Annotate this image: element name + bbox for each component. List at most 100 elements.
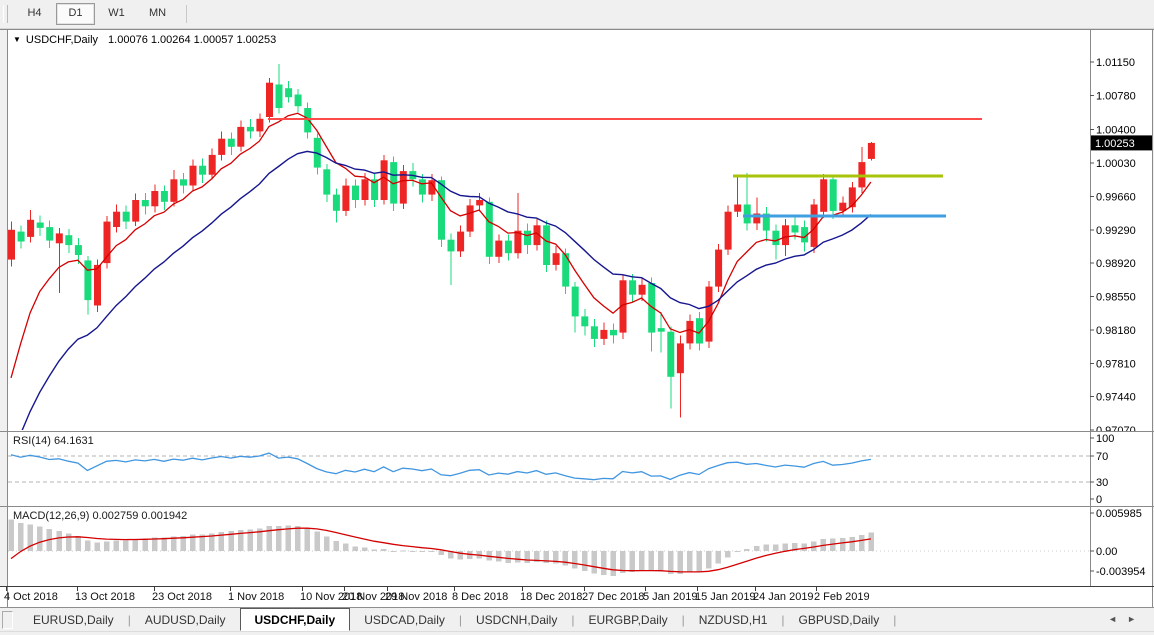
tabbar-notch: [2, 611, 13, 629]
current-price-value: 1.00253: [1095, 138, 1135, 150]
chart-tab-usdchf[interactable]: USDCHF,Daily: [239, 607, 351, 631]
date-label: 8 Dec 2018: [452, 591, 509, 603]
candle: [581, 316, 589, 327]
candle: [237, 126, 245, 147]
chart-tab-eurusd[interactable]: EURUSD,Daily: [33, 613, 114, 627]
candle: [753, 213, 761, 224]
date-tick: [302, 587, 303, 591]
date-axis[interactable]: 4 Oct 2018 13 Oct 2018 23 Oct 2018 1 Nov 20…: [0, 586, 1154, 607]
candle: [332, 194, 340, 211]
candle: [371, 179, 379, 200]
candle: [266, 82, 273, 117]
candle: [27, 219, 35, 237]
candle: [428, 180, 436, 195]
date-tick: [230, 587, 231, 591]
svg-text:1.00400: 1.00400: [1096, 125, 1136, 137]
candle: [839, 202, 847, 211]
svg-text:0.97070: 0.97070: [1096, 425, 1136, 431]
chart-tab-gbpusd[interactable]: GBPUSD,Daily: [798, 613, 880, 627]
svg-text:0.98920: 0.98920: [1096, 258, 1136, 270]
timeframe-button-mn[interactable]: MN: [148, 7, 167, 19]
timeframe-button-d1[interactable]: D1: [56, 3, 95, 25]
candle: [629, 280, 637, 295]
candle: [801, 227, 809, 243]
chart-tab-audusd[interactable]: AUDUSD,Daily: [144, 613, 226, 627]
candle: [514, 230, 522, 254]
candle: [791, 225, 799, 233]
timeframe-button-h4[interactable]: H4: [27, 7, 42, 19]
date-label: 20 Nov 2018: [342, 591, 405, 603]
tab-separator: |: [681, 613, 685, 627]
candle: [84, 260, 92, 301]
candle: [562, 253, 570, 287]
timeframe-button-w1[interactable]: W1: [108, 7, 125, 19]
rsi-label: RSI(14) 64.1631: [13, 435, 94, 447]
candle: [495, 240, 503, 257]
date-tick: [645, 587, 646, 591]
date-label: 1 Nov 2018: [228, 591, 285, 603]
candle: [676, 343, 684, 374]
date-tick: [6, 587, 7, 591]
symbol-dropdown-icon[interactable]: ▼: [13, 35, 21, 44]
tab-separator: |: [127, 613, 131, 627]
svg-text:-0.003954: -0.003954: [1096, 566, 1146, 578]
date-tick: [755, 587, 756, 591]
candle: [17, 231, 25, 242]
date-tick: [387, 587, 388, 591]
candle: [141, 200, 149, 207]
candle: [438, 180, 445, 240]
toolbar-separator: [186, 5, 187, 23]
chart-legend: ▼ USDCHF,Daily 1.00076 1.00264 1.00057 1.0…: [13, 34, 276, 46]
svg-text:0.98180: 0.98180: [1096, 325, 1136, 337]
chart-tab-usdcad[interactable]: USDCAD,Daily: [364, 613, 445, 627]
candle: [352, 185, 359, 200]
candle: [686, 320, 694, 344]
candle: [36, 222, 44, 228]
candle: [533, 225, 541, 246]
toolbar-grip-icon[interactable]: [3, 5, 8, 23]
macd-label: MACD(12,26,9) 0.002759 0.001942: [13, 510, 188, 522]
candle: [256, 118, 264, 132]
price-chart-panel[interactable]: 1.01150 1.00780 1.00400 1.00030 0.99660 0.992…: [0, 29, 1154, 431]
tab-separator: |: [571, 613, 575, 627]
svg-text:0: 0: [1096, 494, 1102, 506]
macd-panel[interactable]: 0.005985 0.00 -0.003954: [0, 506, 1154, 586]
svg-text:30: 30: [1096, 477, 1108, 489]
rsi-panel[interactable]: 100 70 30 0: [0, 431, 1154, 506]
chart-tab-bar: EURUSD,Daily | AUDUSD,Daily USDCHF,Daily USD…: [0, 607, 1154, 632]
svg-text:1.00030: 1.00030: [1096, 158, 1136, 170]
candle: [820, 179, 828, 212]
chart-tab-nzdusd[interactable]: NZDUSD,H1: [698, 613, 768, 627]
date-axis-right-border: [1152, 587, 1153, 607]
date-tick: [697, 587, 698, 591]
date-tick: [584, 587, 585, 591]
candle: [705, 286, 713, 342]
tab-separator: |: [458, 613, 462, 627]
candle: [447, 239, 455, 252]
status-strip: [0, 631, 1154, 635]
svg-text:0.97810: 0.97810: [1096, 358, 1136, 370]
candle: [743, 204, 751, 224]
candle: [466, 205, 474, 232]
chart-tab-eurgbp[interactable]: EURGBP,Daily: [588, 613, 668, 627]
legend-ohlc: 1.00076 1.00264 1.00057 1.00253: [108, 34, 277, 46]
candle: [504, 240, 512, 254]
date-tick: [154, 587, 155, 591]
candle: [160, 191, 168, 202]
svg-text:0.97440: 0.97440: [1096, 392, 1136, 404]
date-label: 2 Feb 2019: [814, 591, 870, 603]
candle: [657, 328, 665, 332]
svg-text:1.01150: 1.01150: [1096, 57, 1135, 69]
svg-text:100: 100: [1096, 433, 1114, 445]
tab-scroll-left-icon[interactable]: ◄: [1108, 614, 1128, 624]
candle: [418, 179, 426, 195]
chart-tab-usdcnh[interactable]: USDCNH,Daily: [476, 613, 558, 627]
tab-scroll-right-icon[interactable]: ►: [1127, 614, 1146, 624]
candle: [867, 142, 875, 159]
date-label: 5 Jan 2019: [643, 591, 698, 603]
candle: [696, 318, 703, 344]
candle: [189, 165, 197, 186]
candle: [399, 171, 407, 204]
candle: [600, 329, 608, 339]
candle: [543, 225, 551, 265]
